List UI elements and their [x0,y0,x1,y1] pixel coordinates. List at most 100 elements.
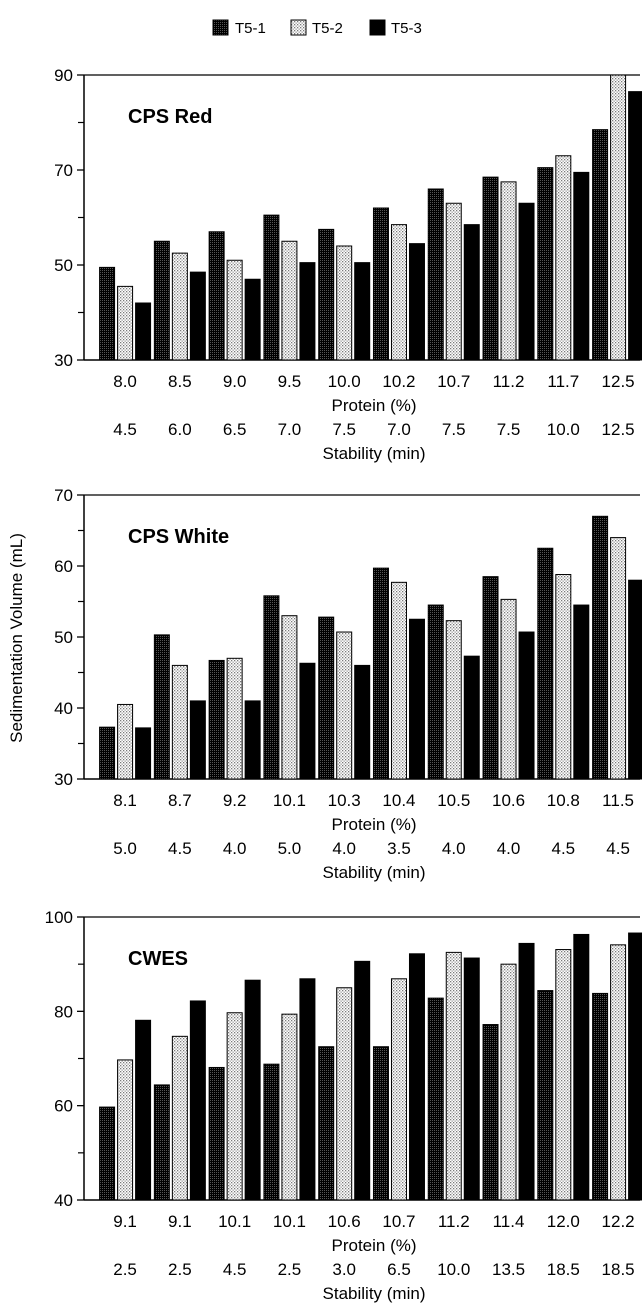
stability-tick-label: 6.5 [387,1260,411,1279]
legend-swatch-t5-3 [369,19,386,36]
bar-t5-3 [518,942,535,1201]
x-tick-label: 9.2 [223,791,247,810]
y-tick-label: 90 [54,66,73,85]
bar-t5-2 [226,1012,243,1201]
bar-t5-3 [299,662,316,780]
stability-tick-label: 4.5 [606,839,630,858]
stability-tick-label: 4.0 [332,839,356,858]
bar-t5-3 [244,700,261,780]
bar-t5-3 [299,978,316,1201]
stability-tick-label: 3.0 [332,1260,356,1279]
y-tick-label: 60 [54,1097,73,1116]
bar-t5-2 [117,285,134,361]
legend-label-t5-2: T5-2 [312,20,343,37]
bar-t5-2 [117,703,134,780]
y-tick-label: 100 [45,908,73,927]
y-tick-label: 50 [54,256,73,275]
bar-t5-3 [135,727,152,780]
stability-tick-label: 3.5 [387,839,411,858]
bar-t5-2 [390,581,407,780]
bar-t5-1 [427,188,444,361]
stability-tick-label: 10.0 [547,420,580,439]
x-tick-label: 9.1 [168,1212,192,1231]
x-tick-label: 10.7 [382,1212,415,1231]
stability-tick-label: 7.0 [278,420,302,439]
bar-t5-1 [592,515,609,780]
bar-t5-3 [408,243,425,361]
bar-t5-2 [171,664,188,780]
bar-t5-1 [318,1046,335,1201]
bar-t5-1 [482,176,499,361]
chart-panel-3: 40 60 80 100 9.1 2.5 9.1 2.5 10.1 4.5 10.1 2.5 10.6 3… [45,908,642,1303]
stability-axis-label: Stability (min) [323,1284,426,1303]
y-axis-label: Sedimentation Volume (mL) [7,533,26,743]
bar-t5-2 [445,951,462,1201]
x-tick-label: 9.5 [278,372,302,391]
bar-t5-2 [171,252,188,361]
x-tick-label: 11.4 [493,1212,525,1231]
bar-t5-3 [573,604,590,780]
bar-t5-3 [189,271,206,361]
bar-t5-1 [263,595,280,780]
bar-t5-3 [573,933,590,1201]
bar-t5-3 [354,960,371,1201]
bar-t5-1 [208,659,225,780]
legend-label-t5-1: T5-1 [235,20,266,37]
x-tick-label: 8.0 [113,372,137,391]
bar-t5-1 [592,129,609,361]
bar-t5-2 [390,978,407,1201]
stability-tick-label: 4.0 [442,839,466,858]
stability-tick-label: 7.0 [387,420,411,439]
bar-t5-1 [482,576,499,780]
stability-tick-label: 7.5 [332,420,356,439]
bar-t5-1 [153,240,170,361]
bar-t5-2 [281,1013,298,1201]
x-tick-label: 8.7 [168,791,192,810]
x-tick-label: 12.5 [602,372,635,391]
panel-title: CPS Red [128,106,212,128]
bar-t5-2 [226,657,243,780]
bar-t5-2 [336,245,353,361]
x-tick-label: 10.1 [273,1212,306,1231]
x-tick-label: 10.2 [382,372,415,391]
bar-t5-2 [281,240,298,361]
legend-swatch-t5-2 [290,19,307,36]
bar-t5-2 [226,259,243,361]
legend-swatch-t5-1 [212,19,229,36]
bar-t5-3 [135,302,152,361]
x-tick-label: 10.6 [492,791,525,810]
y-tick-label: 80 [54,1002,73,1021]
y-tick-label: 30 [54,351,73,370]
bar-t5-3 [189,700,206,780]
x-tick-label: 10.1 [273,791,306,810]
bar-t5-3 [628,579,642,780]
bar-t5-1 [208,231,225,361]
bar-t5-2 [390,224,407,361]
x-axis-label: Protein (%) [331,1236,416,1255]
bar-t5-2 [445,620,462,780]
x-tick-label: 12.2 [602,1212,635,1231]
panels: 30 50 70 90 8.0 4.5 8.5 6.0 9.0 6.5 9.5 7.0 10.0 7.5 1… [45,66,642,1303]
stability-tick-label: 5.0 [113,839,137,858]
bar-t5-2 [171,1035,188,1201]
stability-tick-label: 13.5 [492,1260,525,1279]
stability-tick-label: 6.5 [223,420,247,439]
stability-tick-label: 2.5 [168,1260,192,1279]
bar-t5-1 [153,1084,170,1201]
y-tick-label: 60 [54,557,73,576]
x-tick-label: 11.2 [493,372,525,391]
x-tick-label: 9.0 [223,372,247,391]
bar-t5-2 [610,74,627,361]
bar-t5-3 [463,957,480,1201]
x-tick-label: 10.7 [437,372,470,391]
x-tick-label: 10.3 [328,791,361,810]
stability-tick-label: 18.5 [547,1260,580,1279]
x-tick-label: 8.1 [113,791,137,810]
x-tick-label: 10.8 [547,791,580,810]
x-tick-label: 11.2 [438,1212,470,1231]
stability-tick-label: 4.5 [223,1260,247,1279]
bar-t5-1 [153,634,170,780]
stability-tick-label: 18.5 [602,1260,635,1279]
bar-t5-1 [99,726,116,780]
bar-t5-1 [537,547,554,780]
